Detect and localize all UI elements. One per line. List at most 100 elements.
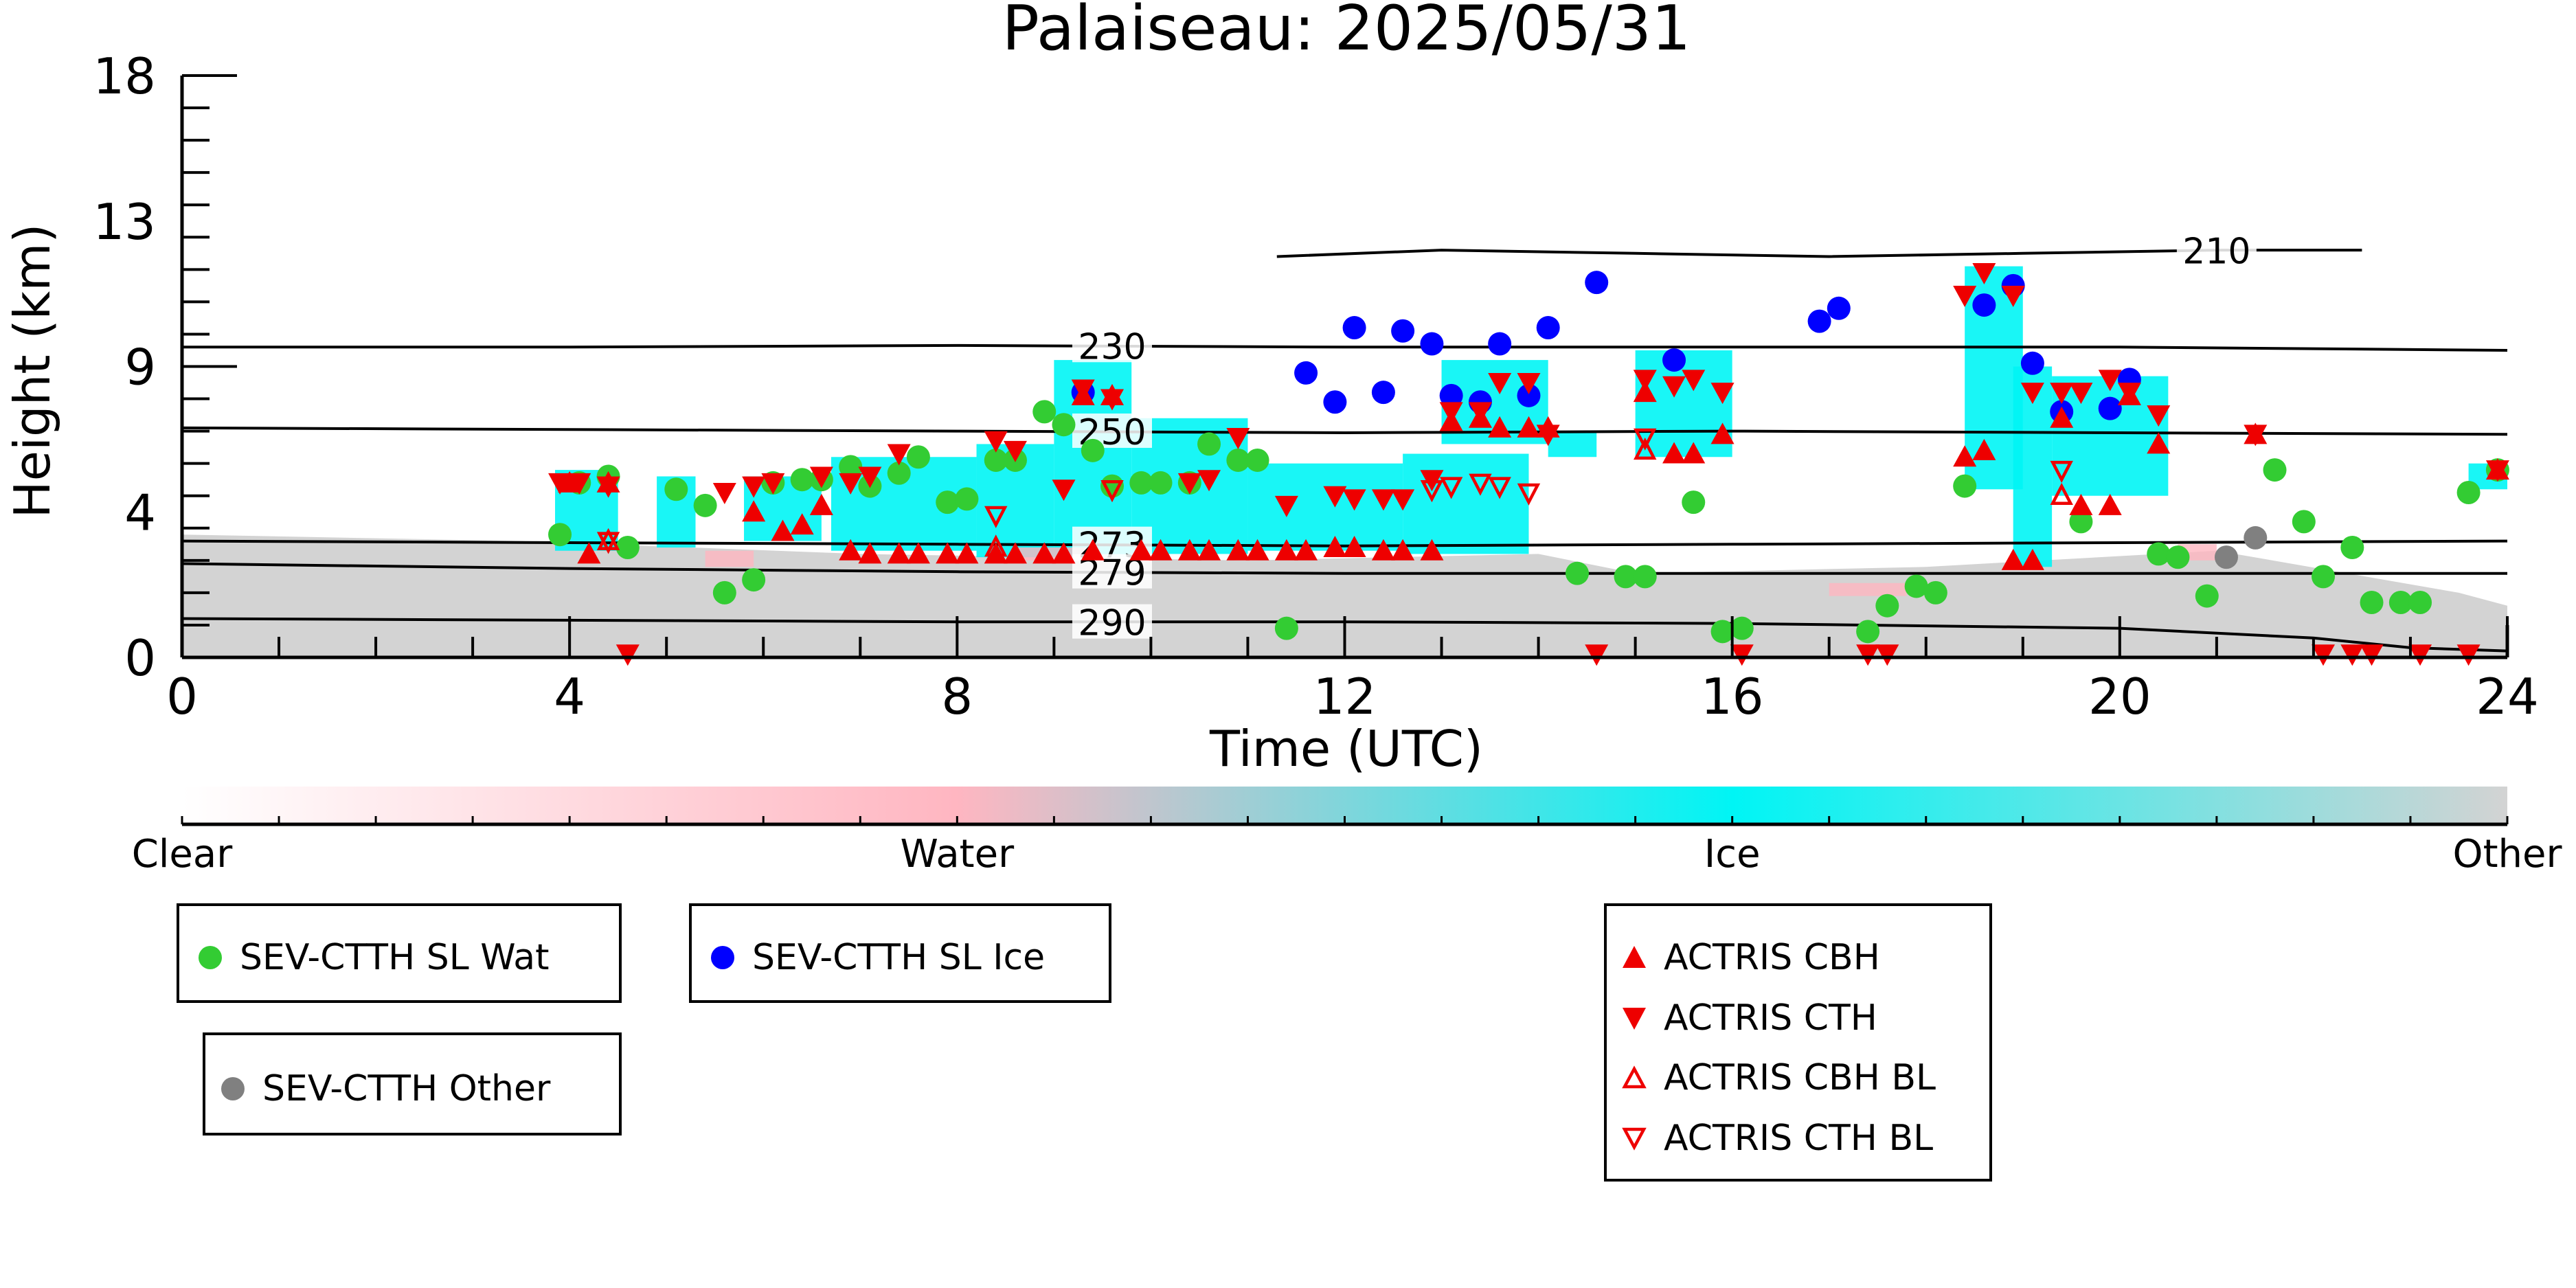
- x-tick-label: 20: [2088, 668, 2151, 725]
- y-tick-label: 0: [124, 629, 156, 687]
- point-sev-ctth-sl-wat: [1730, 616, 1754, 640]
- point-sev-ctth-sl-wat: [693, 493, 717, 517]
- point-sev-ctth-sl-ice: [1536, 316, 1560, 340]
- point-actris-cbh: [2020, 548, 2044, 570]
- point-sev-ctth-sl-ice: [1420, 332, 1444, 356]
- green-circle-icon: [199, 946, 222, 969]
- point-sev-ctth-sl-wat: [1052, 413, 1076, 437]
- point-actris-cth-bl: [1100, 480, 1124, 503]
- point-actris-cth: [839, 473, 863, 495]
- point-sev-ctth-sl-ice: [2020, 351, 2044, 375]
- point-actris-cth-bl: [1634, 428, 1657, 451]
- point-actris-cbh: [1953, 445, 1977, 467]
- point-actris-cth: [2456, 644, 2481, 666]
- point-actris-cth: [1972, 263, 1996, 285]
- point-actris-cbh: [1226, 539, 1250, 561]
- point-actris-cth: [1488, 373, 1512, 395]
- contour-label-230: 230: [1078, 326, 1146, 368]
- y-axis-label: Height (km): [3, 224, 61, 519]
- point-sev-ctth-sl-wat: [1245, 448, 1269, 472]
- point-actris-cth: [1071, 379, 1095, 401]
- point-sev-ctth-sl-wat: [2263, 458, 2287, 482]
- point-actris-cbh: [955, 542, 979, 564]
- y-tick-label: 18: [93, 47, 156, 105]
- y-tick-label: 4: [124, 484, 156, 541]
- legend-sev-wat: SEV-CTTH SL Wat: [177, 903, 622, 1003]
- point-actris-cth: [2020, 383, 2044, 405]
- legend-sev-ice: SEV-CTTH SL Ice: [689, 903, 1111, 1003]
- point-actris-cth: [1177, 473, 1201, 495]
- point-actris-cbh: [2147, 432, 2171, 454]
- colorbar-label: Clear: [132, 832, 233, 877]
- point-actris-cth: [761, 473, 785, 495]
- point-sev-ctth-sl-wat: [1710, 620, 1735, 644]
- axes: 0 4 9 13 18 0 4 8 12 16 20 24: [93, 47, 2538, 725]
- x-tick-label: 24: [2476, 668, 2539, 725]
- point-actris-cth-bl: [1469, 473, 1492, 496]
- x-tick-label: 0: [166, 668, 198, 725]
- point-sev-ctth-sl-wat: [1875, 594, 1899, 618]
- water-cloud-region: [1829, 583, 1907, 596]
- point-actris-cth: [567, 473, 591, 495]
- triangle-down-icon: [1623, 1008, 1646, 1030]
- point-sev-ctth-sl-ice: [1439, 383, 1463, 407]
- contour-label-210: 210: [2182, 231, 2250, 272]
- point-sev-ctth-sl-wat: [2166, 545, 2190, 569]
- point-sev-ctth-sl-ice: [1585, 271, 1609, 295]
- y-tick-label: 9: [124, 339, 156, 396]
- contour-279: [181, 562, 2507, 575]
- point-sev-ctth-sl-ice: [2098, 396, 2122, 420]
- point-actris-cth: [1371, 489, 1395, 511]
- point-actris-cth-bl: [1517, 483, 1541, 506]
- point-actris-cbh: [771, 519, 795, 541]
- point-actris-cbh: [858, 542, 882, 564]
- data-markers: [548, 263, 2509, 666]
- point-actris-cbh: [1129, 539, 1153, 561]
- legend-label-sev-wat: SEV-CTTH SL Wat: [240, 937, 550, 978]
- point-sev-ctth-other: [2214, 545, 2238, 569]
- legend-sev-other: SEV-CTTH Other: [203, 1032, 622, 1136]
- colorbar-label: Other: [2452, 832, 2562, 877]
- point-actris-cth: [2408, 644, 2432, 666]
- point-actris-cth: [1536, 425, 1560, 447]
- point-sev-ctth-sl-ice: [1391, 319, 1415, 343]
- point-actris-cbh: [1149, 539, 1173, 561]
- point-sev-ctth-sl-ice: [1323, 390, 1347, 414]
- point-actris-cth-bl: [1488, 477, 1511, 499]
- point-sev-ctth-sl-ice: [1807, 309, 1831, 333]
- point-sev-ctth-sl-ice: [1371, 381, 1395, 405]
- point-actris-cth: [1197, 470, 1221, 492]
- point-actris-cbh: [936, 542, 960, 564]
- point-actris-cbh-bl: [984, 534, 1008, 557]
- legend-label-cth: ACTRIS CTH: [1664, 997, 1877, 1039]
- point-sev-ctth-sl-wat: [839, 455, 863, 479]
- point-sev-ctth-sl-ice: [1972, 293, 1996, 317]
- point-actris-cbh: [1420, 539, 1444, 561]
- point-sev-ctth-sl-ice: [1827, 296, 1851, 320]
- point-actris-cth: [2485, 460, 2509, 482]
- point-sev-ctth-sl-wat: [1904, 574, 1928, 598]
- point-sev-ctth-sl-ice: [1488, 332, 1512, 356]
- point-actris-cth: [2050, 383, 2074, 405]
- point-actris-cth: [2312, 644, 2336, 666]
- point-actris-cbh: [984, 542, 1008, 564]
- point-actris-cbh: [809, 493, 833, 515]
- point-actris-cth: [2244, 425, 2268, 447]
- point-sev-ctth-sl-wat: [2147, 542, 2171, 566]
- x-tick-label: 8: [941, 668, 973, 725]
- point-actris-cth: [1730, 644, 1754, 666]
- point-actris-cbh: [1177, 539, 1201, 561]
- point-actris-cbh: [1662, 442, 1686, 464]
- point-actris-cth: [1875, 644, 1899, 666]
- point-actris-cth: [1662, 376, 1686, 398]
- point-actris-cth: [1468, 402, 1492, 424]
- triangle-up-icon: [1623, 946, 1646, 968]
- point-actris-cth: [712, 483, 736, 505]
- point-actris-cth: [1633, 370, 1657, 392]
- point-actris-cth: [887, 444, 911, 466]
- contour-250: [181, 426, 2508, 436]
- point-actris-cbh: [790, 513, 814, 535]
- point-actris-cbh: [1682, 442, 1706, 464]
- point-actris-cth: [1100, 389, 1124, 411]
- point-actris-cth: [1439, 402, 1463, 424]
